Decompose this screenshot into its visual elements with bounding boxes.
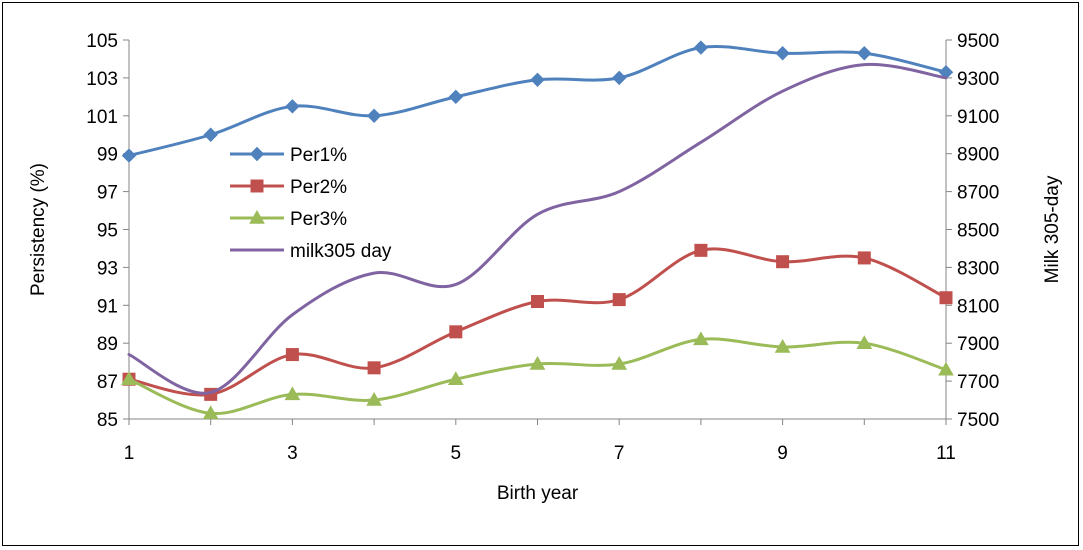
y2-tick-label: 7900 <box>957 334 999 355</box>
data-point <box>693 331 709 346</box>
y-tick-label: 87 <box>97 372 118 393</box>
y-tick-label: 97 <box>97 183 118 204</box>
series-line <box>127 247 948 397</box>
legend-item: Per1% <box>230 145 347 166</box>
series-layer <box>121 40 954 420</box>
data-point <box>121 371 137 385</box>
data-point <box>367 361 381 375</box>
legend-item: Per3% <box>230 209 347 230</box>
x-tick-label: 5 <box>451 443 462 464</box>
y2-tick-label: 8100 <box>957 296 999 317</box>
data-point <box>856 335 873 349</box>
y-tick-label: 91 <box>97 296 118 317</box>
y2-tick-label: 8700 <box>957 183 999 204</box>
legend-label: milk305 day <box>290 241 392 262</box>
y2-tick-label: 8300 <box>957 258 999 279</box>
y-tick-label: 101 <box>86 107 118 128</box>
data-point <box>938 361 954 376</box>
x-tick-label: 1 <box>124 443 135 464</box>
data-point <box>447 371 464 385</box>
y2-tick-label: 9100 <box>957 107 999 128</box>
y-tick-label: 93 <box>97 258 118 279</box>
data-point <box>529 356 546 370</box>
x-tick-label: 9 <box>777 443 788 464</box>
legend-marker <box>249 209 265 224</box>
data-point <box>774 338 791 353</box>
x-tick-label: 11 <box>936 443 956 464</box>
legend-label: Per2% <box>290 177 347 198</box>
y2-tick-label: 9500 <box>957 31 999 52</box>
data-point <box>284 386 301 401</box>
series-0 <box>121 40 954 163</box>
legend-marker <box>250 179 264 193</box>
x-tick-label: 3 <box>287 443 298 464</box>
data-point <box>203 127 218 142</box>
x-axis-title: Birth year <box>497 483 579 504</box>
data-point <box>857 46 872 61</box>
data-point <box>694 243 708 257</box>
data-point <box>530 72 545 88</box>
axes-group: 8587899193959799101103105750077007900810… <box>86 31 999 464</box>
y2-tick-label: 8900 <box>957 145 999 166</box>
y-tick-label: 85 <box>97 410 118 431</box>
y-axis-title: Persistency (%) <box>28 163 49 296</box>
legend-item: Per2% <box>230 177 347 198</box>
y-tick-label: 105 <box>86 31 118 52</box>
data-point <box>693 40 709 55</box>
series-3 <box>127 62 948 395</box>
data-point <box>285 99 300 114</box>
legend-label: Per1% <box>290 145 347 166</box>
y2-tick-label: 9300 <box>957 69 999 90</box>
data-point <box>366 392 382 406</box>
y2-tick-label: 7500 <box>957 410 999 431</box>
data-point <box>366 108 382 124</box>
series-line <box>127 45 948 158</box>
legend-label: Per3% <box>290 209 347 230</box>
y-tick-label: 103 <box>86 69 118 90</box>
y-tick-label: 95 <box>97 221 118 242</box>
data-point <box>449 325 463 339</box>
y-tick-label: 99 <box>97 145 118 166</box>
data-point <box>776 255 790 269</box>
series-2 <box>121 331 954 420</box>
legend: Per1% Per2% Per3% milk305 day <box>230 145 392 262</box>
y2-tick-label: 7700 <box>957 372 999 393</box>
data-point <box>285 348 299 362</box>
data-point <box>611 70 627 86</box>
data-point <box>121 148 137 163</box>
y-tick-label: 89 <box>97 334 118 355</box>
y2-tick-label: 8500 <box>957 221 999 242</box>
data-point <box>448 89 464 105</box>
x-tick-label: 7 <box>614 443 625 464</box>
data-point <box>611 356 628 370</box>
legend-item: milk305 day <box>230 241 392 262</box>
legend-marker <box>249 146 265 162</box>
data-point <box>939 291 953 305</box>
series-1 <box>122 243 953 401</box>
series-line <box>127 62 948 395</box>
data-point <box>202 405 219 420</box>
data-point <box>531 295 544 309</box>
data-point <box>857 251 871 265</box>
y2-axis-title: Milk 305-day <box>1042 175 1063 283</box>
data-point <box>612 293 626 307</box>
data-point <box>775 46 790 61</box>
